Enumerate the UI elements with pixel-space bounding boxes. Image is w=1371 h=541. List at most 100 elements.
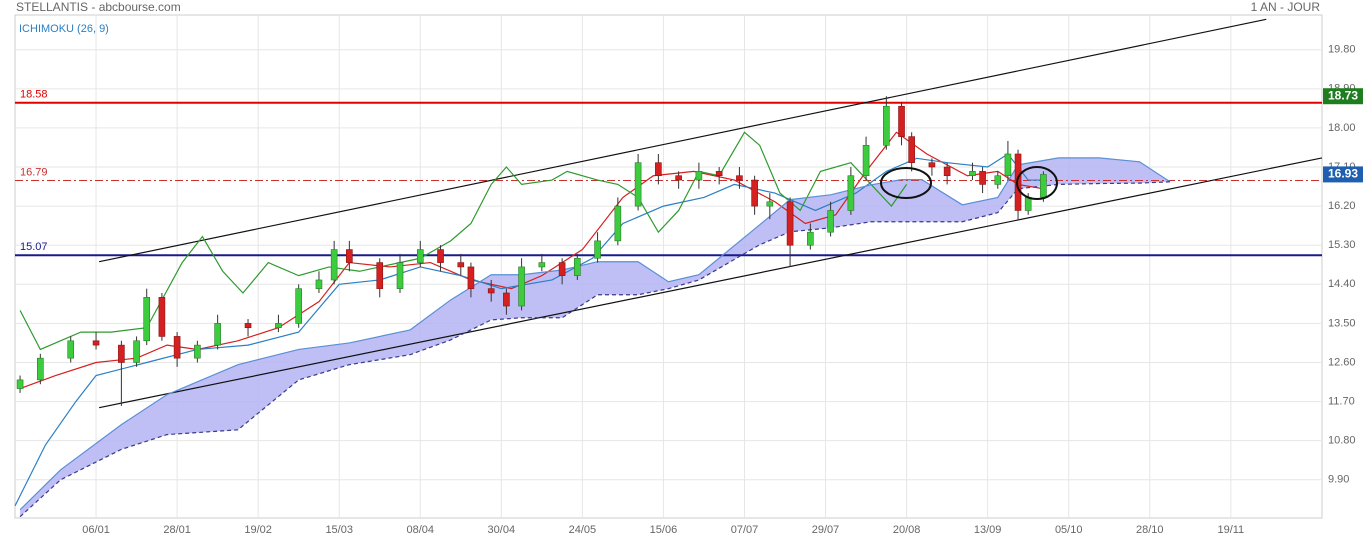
candle-body — [883, 105, 890, 146]
candle-body — [862, 145, 870, 177]
candle-body — [346, 249, 353, 263]
period-label: 1 AN - JOUR — [1251, 0, 1321, 14]
candle-body — [173, 336, 181, 359]
price-badge-label: 18.73 — [1328, 88, 1358, 102]
x-tick-label: 06/01 — [82, 524, 110, 536]
candle-body — [1004, 153, 1012, 177]
x-tick-label: 29/07 — [812, 524, 840, 536]
candle-body — [807, 231, 814, 246]
candle-body — [143, 297, 151, 342]
candle-body — [16, 379, 24, 389]
x-tick-label: 30/04 — [488, 524, 516, 536]
candle-body — [118, 344, 125, 363]
chart-title: STELLANTIS - abcbourse.com — [16, 0, 181, 14]
y-tick-label: 10.80 — [1328, 435, 1356, 447]
candle-body — [969, 171, 976, 177]
candle-body — [898, 105, 905, 137]
candle-body — [330, 249, 338, 281]
indicator-line — [14, 153, 1044, 507]
candle-body — [908, 136, 915, 163]
x-tick-label: 08/04 — [407, 524, 435, 536]
candle-body — [315, 279, 323, 289]
y-tick-label: 11.70 — [1328, 395, 1355, 407]
candle-body — [751, 179, 758, 207]
x-tick-label: 19/02 — [244, 524, 272, 536]
indicator-line — [19, 181, 1171, 518]
candle-body — [994, 175, 1002, 185]
candle-body — [376, 262, 384, 289]
indicator-line — [19, 131, 908, 351]
candle-body — [467, 266, 475, 289]
candle-body — [695, 171, 703, 181]
x-tick-label: 19/11 — [1217, 524, 1244, 536]
x-tick-label: 28/10 — [1136, 524, 1164, 536]
candle-body — [275, 323, 282, 329]
candle-body — [487, 288, 495, 294]
candle-body — [158, 297, 166, 337]
candle-body — [715, 171, 723, 177]
x-tick-label: 07/07 — [731, 524, 759, 536]
candle-body — [37, 357, 44, 381]
level-label: 18.58 — [20, 89, 48, 101]
annotation-ellipse — [1016, 166, 1058, 200]
candle-body — [736, 175, 743, 181]
x-tick-label: 24/05 — [569, 524, 597, 536]
price-badge — [1323, 88, 1363, 105]
candle-body — [766, 201, 774, 207]
candle-body — [979, 171, 986, 185]
candle-body — [214, 323, 221, 346]
candle-body — [786, 201, 794, 246]
candle-body — [244, 323, 252, 329]
y-tick-label: 12.60 — [1328, 356, 1356, 368]
candle-body — [574, 257, 581, 276]
candle-body — [518, 266, 525, 307]
y-tick-label: 13.50 — [1328, 317, 1356, 329]
x-tick-label: 28/01 — [163, 524, 191, 536]
candle-body — [396, 262, 404, 289]
y-tick-label: 19.80 — [1328, 44, 1356, 56]
candle-body — [943, 166, 951, 177]
level-label: 16.79 — [20, 166, 48, 178]
trend-line — [98, 18, 1267, 263]
y-tick-label: 18.00 — [1328, 122, 1356, 134]
x-tick-label: 15/06 — [650, 524, 678, 536]
candle-body — [92, 340, 100, 346]
x-tick-label: 15/03 — [325, 524, 353, 536]
candle-body — [594, 240, 601, 259]
candle-body — [67, 340, 75, 359]
x-tick-label: 20/08 — [893, 524, 921, 536]
x-tick-label: 13/09 — [974, 524, 1002, 536]
candle-body — [1040, 174, 1047, 198]
candle-body — [1014, 153, 1022, 211]
candle-body — [847, 175, 855, 211]
level-label: 15.07 — [20, 241, 48, 253]
x-tick-label: 05/10 — [1055, 524, 1083, 536]
price-badge — [1323, 166, 1363, 183]
candle-body — [538, 262, 546, 268]
y-tick-label: 16.20 — [1328, 200, 1356, 212]
candle-body — [194, 344, 201, 359]
indicator-line — [19, 157, 1171, 511]
candle-body — [614, 205, 622, 242]
candle-body — [928, 162, 936, 168]
y-tick-label: 9.90 — [1328, 474, 1349, 486]
candle-body — [295, 288, 302, 324]
trend-line — [98, 157, 1323, 409]
candle-body — [827, 210, 834, 233]
candle-body — [558, 262, 566, 276]
candle-body — [437, 249, 444, 263]
y-tick-label: 14.40 — [1328, 278, 1356, 290]
price-badge-label: 16.93 — [1328, 167, 1358, 181]
candle-body — [675, 175, 682, 181]
candle-body — [655, 162, 662, 177]
candle-body — [503, 292, 510, 307]
candle-body — [1024, 197, 1032, 211]
candle-body — [457, 262, 465, 268]
annotation-ellipse — [880, 167, 932, 199]
plot-frame — [14, 14, 1323, 519]
candle-body — [634, 162, 642, 207]
candle-body — [133, 340, 140, 363]
candle-body — [416, 249, 424, 263]
indicator-label: ICHIMOKU (26, 9) — [19, 23, 109, 35]
